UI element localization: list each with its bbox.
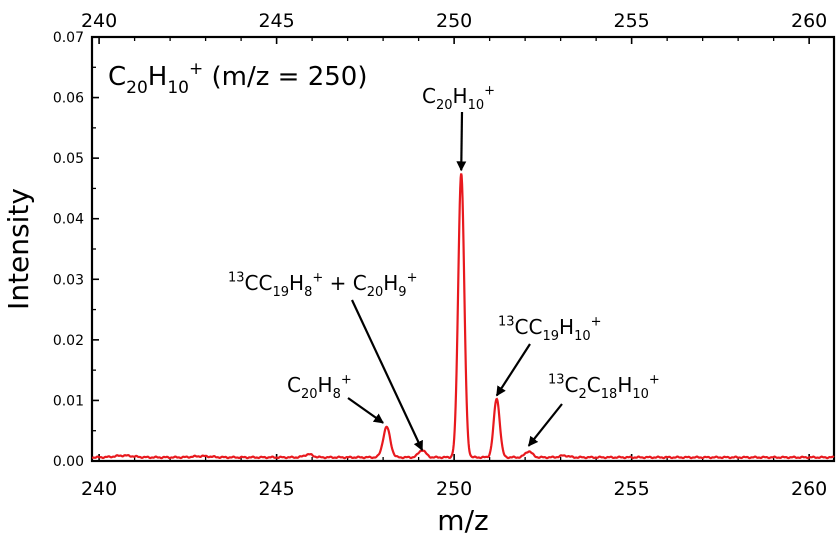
top-axis-tick-label: 260: [791, 10, 827, 32]
x-tick-label: 245: [258, 478, 294, 500]
top-axis-tick-label: 245: [258, 10, 294, 32]
axis-tick-labels: 240 240 245 245 250 250 255 255 260 260 0.00 0.01 0.…: [53, 10, 827, 500]
y-tick-label: 0.02: [53, 333, 84, 349]
y-axis-label: Intensity: [2, 188, 35, 310]
annotation-label: 13C2C18H10+: [548, 373, 660, 402]
x-tick-label: 240: [81, 478, 117, 500]
annotation-c20h8: C20H8+: [287, 373, 384, 424]
top-axis-tick-label: 250: [436, 10, 472, 32]
annotation-arrow: [495, 343, 531, 397]
y-tick-label: 0.07: [53, 30, 84, 46]
spectrum-series-line: [91, 173, 835, 460]
peak-annotations: C20H8+ 13CC19H8+ + C20H9+ C20H10+ 13CC19H10…: [228, 84, 660, 452]
annotation-arrow: [347, 397, 384, 424]
y-tick-label: 0.05: [53, 151, 84, 167]
y-tick-label: 0.04: [53, 212, 84, 228]
annotation-c20h10: C20H10+: [422, 84, 495, 172]
x-tick-label: 255: [614, 478, 650, 500]
top-axis-tick-label: 240: [81, 10, 117, 32]
y-tick-label: 0.00: [53, 454, 84, 470]
x-tick-label: 260: [791, 478, 827, 500]
annotation-arrow: [527, 403, 563, 447]
top-axis-tick-label: 255: [614, 10, 650, 32]
x-tick-label: 250: [436, 478, 472, 500]
y-tick-label: 0.01: [53, 393, 84, 409]
y-tick-label: 0.03: [53, 272, 84, 288]
y-tick-label: 0.06: [53, 91, 84, 107]
annotation-arrow: [351, 299, 424, 452]
annotation-label: C20H10+: [422, 84, 495, 113]
x-axis-label: m/z: [437, 504, 488, 537]
annotation-label: 13CC19H8+ + C20H9+: [228, 271, 417, 300]
annotation-13c-c19h8-c20h9: 13CC19H8+ + C20H9+: [228, 271, 424, 452]
annotation-13c-c19h10: 13CC19H10+: [495, 315, 602, 397]
annotation-label: C20H8+: [287, 373, 352, 402]
annotation-label: 13CC19H10+: [498, 315, 602, 344]
chart-title: C20H10+ (m/z = 250): [108, 59, 367, 98]
annotation-arrow: [456, 111, 467, 172]
annotation-13c2-c18h10: 13C2C18H10+: [527, 373, 660, 447]
